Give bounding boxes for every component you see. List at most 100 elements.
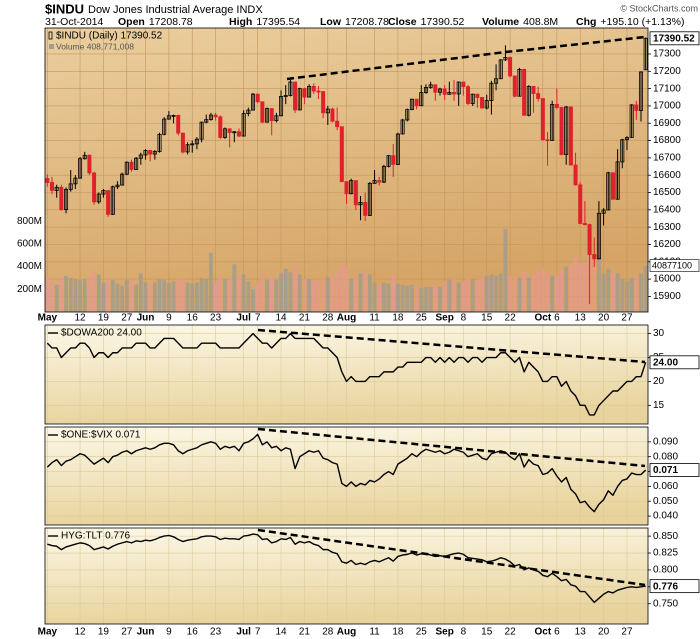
volume-bar bbox=[330, 276, 335, 312]
x-tick-label: 8 bbox=[461, 627, 467, 638]
candle-body bbox=[232, 131, 237, 134]
volume-bar bbox=[433, 285, 438, 312]
quote-change: Chg +195.10 (+1.13%) bbox=[576, 16, 684, 28]
volume-bar bbox=[54, 284, 59, 312]
volume-bar bbox=[550, 275, 555, 312]
volume-bar bbox=[442, 281, 447, 312]
x-tick-label: 9 bbox=[166, 313, 172, 324]
volume-bar bbox=[512, 276, 517, 312]
candle-body bbox=[358, 201, 363, 206]
candle-body bbox=[503, 57, 508, 61]
quote-value: +195.10 (+1.13%) bbox=[600, 16, 684, 28]
volume-bar bbox=[166, 282, 171, 312]
indicator-line bbox=[46, 332, 647, 416]
candle-body bbox=[629, 104, 634, 138]
candle-body bbox=[559, 107, 564, 155]
quote-value: 17390.52 bbox=[421, 16, 465, 28]
volume-bar bbox=[447, 280, 452, 312]
volume-bar bbox=[255, 283, 260, 312]
x-tick-label: 12 bbox=[74, 313, 86, 324]
volume-bar bbox=[601, 273, 606, 312]
volume-bar bbox=[293, 265, 297, 312]
legend-label: $INDU (Daily) 17390.52 bbox=[56, 31, 163, 42]
volume-bar bbox=[199, 277, 204, 312]
volume-bar bbox=[68, 277, 73, 312]
y-tick-label: 17100 bbox=[653, 83, 681, 94]
volume-last-label: 40877100 bbox=[652, 260, 692, 270]
candle-body bbox=[330, 108, 335, 122]
x-tick-label: Sep bbox=[435, 313, 453, 324]
x-tick-label: 22 bbox=[505, 627, 517, 638]
quote-volume: Volume 408.8M bbox=[482, 16, 558, 28]
candle-body bbox=[414, 98, 419, 107]
candle-body bbox=[110, 186, 115, 215]
x-tick-label: 16 bbox=[187, 627, 199, 638]
y-tick-label: 0.040 bbox=[653, 511, 678, 522]
candle-body bbox=[433, 84, 438, 93]
candle-body bbox=[208, 114, 213, 121]
y-tick-label: 0.750 bbox=[653, 598, 678, 609]
candle-body bbox=[592, 254, 597, 260]
volume-bar bbox=[428, 287, 433, 312]
volume-bar bbox=[110, 280, 115, 312]
candle-body bbox=[344, 181, 349, 195]
candle-body bbox=[606, 172, 611, 211]
volume-bar bbox=[419, 288, 424, 312]
volume-bar bbox=[381, 282, 386, 312]
last-value-label: 0.071 bbox=[653, 465, 678, 476]
x-tick-label: Oct bbox=[534, 627, 551, 638]
candle-body bbox=[573, 164, 578, 186]
candle-body bbox=[596, 212, 601, 260]
volume-bar bbox=[494, 275, 498, 312]
quote-label: Close bbox=[388, 16, 417, 28]
candle-body bbox=[82, 154, 87, 160]
candle-body bbox=[162, 118, 167, 135]
volume-bar bbox=[265, 280, 269, 312]
candle-body bbox=[222, 128, 227, 138]
candle-body bbox=[615, 161, 620, 200]
last-value-label: 24.00 bbox=[653, 357, 678, 368]
volume-bar bbox=[124, 280, 129, 312]
candle-body bbox=[461, 81, 466, 88]
x-tick-label: 27 bbox=[621, 627, 633, 638]
volume-bar bbox=[531, 275, 536, 312]
volume-bar bbox=[414, 285, 419, 312]
candle-body bbox=[381, 165, 386, 183]
volume-bar bbox=[307, 279, 312, 312]
volume-bar bbox=[372, 282, 377, 312]
legend-label: HYG:TLT 0.776 bbox=[61, 531, 131, 542]
x-tick-label: 18 bbox=[392, 313, 404, 324]
panel-border bbox=[44, 324, 649, 425]
volume-bar bbox=[396, 283, 400, 312]
candle-body bbox=[405, 109, 410, 121]
volume-bar bbox=[643, 265, 648, 312]
candle-body bbox=[367, 182, 372, 216]
volume-bar bbox=[87, 276, 92, 312]
volume-tick-label: 800M bbox=[17, 216, 42, 227]
candle-body bbox=[73, 177, 78, 185]
volume-bar bbox=[204, 279, 209, 312]
x-tick-label: 28 bbox=[322, 627, 334, 638]
volume-bar bbox=[82, 279, 87, 312]
panel-border bbox=[44, 27, 649, 313]
last-value-box bbox=[649, 355, 700, 370]
x-tick-label: 7 bbox=[255, 627, 261, 638]
candle-body bbox=[372, 180, 377, 184]
volume-bar bbox=[461, 281, 466, 312]
candle-body bbox=[120, 173, 125, 186]
x-tick-label: 21 bbox=[299, 627, 311, 638]
candle-body bbox=[568, 106, 573, 166]
candle-body bbox=[45, 178, 50, 183]
x-tick-label: 14 bbox=[275, 627, 287, 638]
candle-body bbox=[480, 97, 485, 109]
candle-body bbox=[409, 98, 414, 110]
candle-body bbox=[176, 115, 181, 134]
volume-bar bbox=[195, 282, 199, 312]
volume-bar bbox=[344, 266, 349, 312]
candle-body bbox=[106, 190, 111, 215]
volume-tick-label: 400M bbox=[17, 261, 42, 272]
candle-body bbox=[353, 180, 358, 206]
volume-bar bbox=[634, 275, 639, 312]
volume-bar bbox=[223, 279, 227, 312]
quote-value: 17208.78 bbox=[149, 16, 193, 28]
